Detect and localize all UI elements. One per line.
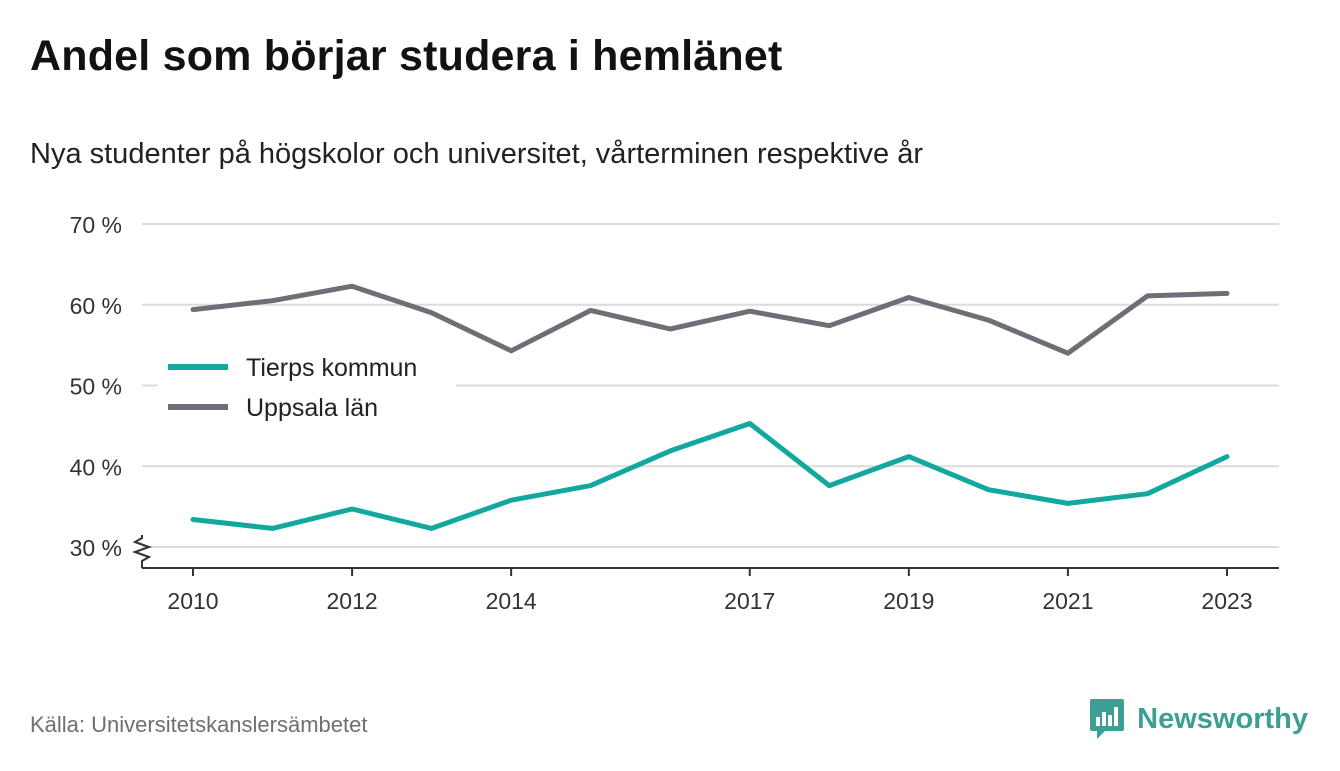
bar-chart-speech-bubble-icon [1090, 699, 1125, 739]
x-tick-label: 2012 [326, 588, 377, 614]
x-tick-label: 2010 [167, 588, 218, 614]
y-tick-label: 50 % [70, 374, 122, 400]
chart-subtitle: Nya studenter på högskolor och universit… [30, 138, 923, 170]
y-tick-label: 30 % [70, 535, 122, 561]
legend-label: Tierps kommun [246, 354, 417, 382]
series-line [190, 283, 1230, 356]
line-chart: 30 % 40 % 50 % 60 % 70 % 2010 2012 2014 2017 2019… [70, 212, 1279, 614]
legend-background [158, 348, 456, 430]
chart-title: Andel som börjar studera i hemlänet [30, 32, 783, 80]
brand-name: Newsworthy [1137, 702, 1308, 735]
newsworthy-brand[interactable]: Newsworthy [1089, 698, 1308, 740]
x-tick-label: 2021 [1042, 588, 1093, 614]
source-note: Källa: Universitetskanslersämbetet [30, 712, 368, 737]
x-tick-label: 2017 [724, 588, 775, 614]
y-tick-label: 60 % [70, 293, 122, 319]
y-tick-label: 40 % [70, 454, 122, 480]
series-line [190, 421, 1230, 531]
x-tick-label: 2019 [883, 588, 934, 614]
axis-break-icon [132, 535, 152, 568]
y-tick-label: 70 % [70, 212, 122, 238]
x-tick-label: 2023 [1201, 588, 1252, 614]
legend-label: Uppsala län [246, 394, 378, 422]
x-tick-label: 2014 [486, 588, 537, 614]
